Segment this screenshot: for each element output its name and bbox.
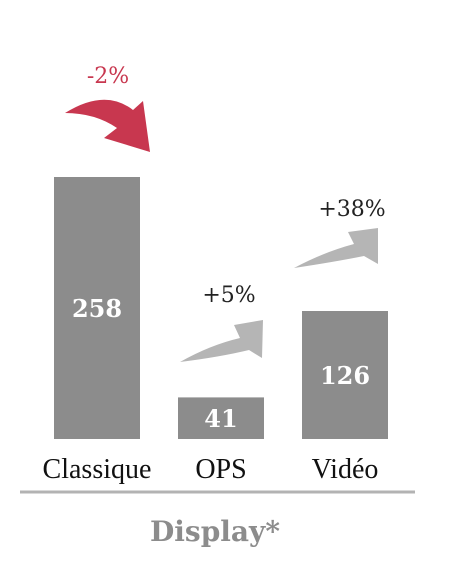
change-percent-label: -2%	[87, 64, 129, 89]
bar-classique	[54, 177, 140, 439]
category-label: OPS	[195, 454, 246, 485]
bar-ops	[178, 397, 264, 439]
change-percent-label: +5%	[202, 283, 255, 308]
category-label: Classique	[43, 454, 152, 485]
curved-arrow-down-icon	[65, 99, 150, 152]
curved-arrow-up-icon	[180, 320, 263, 362]
bar-value-label: 126	[320, 361, 370, 390]
bars-group: 258 Classique 41 OPS 126 Vidéo	[43, 177, 388, 485]
change-percent-label: +38%	[318, 197, 385, 222]
change-arrows-group: -2% +5% +38%	[65, 64, 386, 362]
bar-value-label: 41	[204, 404, 237, 433]
bar-vidéo	[302, 311, 388, 439]
category-label: Vidéo	[312, 454, 379, 485]
curved-arrow-up-icon	[294, 228, 378, 268]
x-axis-title: Display*	[150, 515, 280, 548]
bar-value-label: 258	[72, 294, 122, 323]
